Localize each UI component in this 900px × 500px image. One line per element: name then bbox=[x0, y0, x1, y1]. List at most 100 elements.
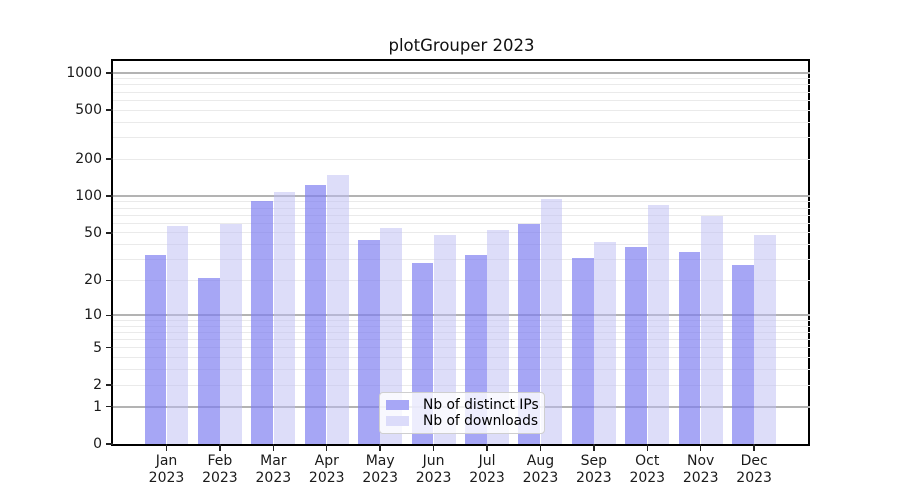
x-tick-nov bbox=[700, 444, 702, 451]
bar-ips-sep bbox=[571, 257, 594, 444]
x-label-year: 2023 bbox=[736, 470, 772, 486]
y-tick-label-2: 2 bbox=[93, 377, 102, 393]
x-label-month: Mar bbox=[260, 453, 287, 469]
major-gridline-1000 bbox=[113, 72, 810, 74]
bar-downloads-dec bbox=[754, 234, 777, 444]
x-label-year: 2023 bbox=[255, 470, 292, 486]
legend-item-distinct-ips: Nb of distinct IPs bbox=[386, 397, 539, 413]
bar-downloads-jan bbox=[166, 225, 189, 444]
y-tick-label-5: 5 bbox=[93, 339, 102, 356]
minor-gridline-7 bbox=[113, 331, 810, 333]
minor-gridline-3 bbox=[113, 369, 810, 371]
bar-downloads-oct bbox=[647, 204, 670, 444]
x-tick-label-feb: Feb 2023 bbox=[190, 453, 250, 487]
x-tick-dec bbox=[753, 444, 755, 451]
y-tick-label-1: 1 bbox=[93, 398, 102, 415]
minor-gridline-200 bbox=[113, 158, 810, 160]
x-label-year: 2023 bbox=[308, 470, 345, 486]
minor-gridline-5 bbox=[113, 347, 810, 349]
y-tick-1000 bbox=[106, 72, 113, 74]
y-tick-label-50: 50 bbox=[84, 224, 102, 241]
x-label-year: 2023 bbox=[148, 470, 185, 486]
bar-ips-oct bbox=[625, 247, 647, 444]
y-tick-20 bbox=[106, 279, 113, 282]
x-tick-mar bbox=[272, 444, 275, 451]
bar-downloads-jul bbox=[487, 229, 509, 444]
x-label-year: 2023 bbox=[202, 470, 238, 486]
minor-gridline-8 bbox=[113, 325, 810, 327]
minor-gridline-600 bbox=[113, 99, 810, 101]
minor-gridline-50 bbox=[113, 232, 810, 234]
minor-gridline-40 bbox=[113, 244, 810, 246]
x-tick-label-oct: Oct 2023 bbox=[617, 453, 677, 487]
x-label-year: 2023 bbox=[469, 470, 505, 486]
legend-label-distinct-ips: Nb of distinct IPs bbox=[423, 397, 539, 413]
axes-frame bbox=[111, 59, 810, 446]
x-label-year: 2023 bbox=[362, 470, 398, 486]
y-tick-100 bbox=[106, 195, 113, 197]
x-label-month: Oct bbox=[635, 453, 660, 469]
x-tick-label-aug: Aug 2023 bbox=[510, 453, 570, 487]
x-label-year: 2023 bbox=[682, 470, 719, 486]
y-tick-200 bbox=[106, 158, 113, 160]
x-tick-sep bbox=[593, 444, 595, 451]
minor-gridline-700 bbox=[113, 91, 810, 93]
y-tick-10 bbox=[106, 314, 113, 316]
x-label-month: Nov bbox=[687, 453, 715, 469]
x-label-year: 2023 bbox=[415, 470, 452, 486]
x-tick-jun bbox=[432, 444, 435, 451]
minor-gridline-4 bbox=[113, 357, 810, 359]
x-label-year: 2023 bbox=[629, 470, 666, 486]
y-tick-0 bbox=[106, 443, 113, 445]
x-tick-jan bbox=[165, 444, 168, 451]
y-tick-2 bbox=[106, 384, 113, 386]
minor-gridline-60 bbox=[113, 222, 810, 224]
x-tick-label-mar: Mar 2023 bbox=[243, 453, 303, 487]
bar-ips-may bbox=[358, 239, 380, 444]
plot-area bbox=[113, 61, 810, 444]
y-tick-label-20: 20 bbox=[84, 272, 102, 289]
bar-downloads-aug bbox=[540, 198, 563, 444]
x-label-month: Apr bbox=[314, 453, 339, 469]
minor-gridline-70 bbox=[113, 214, 810, 216]
minor-gridline-300 bbox=[113, 137, 810, 138]
y-tick-1 bbox=[106, 406, 113, 408]
minor-gridline-900 bbox=[113, 78, 810, 80]
bar-ips-jan bbox=[144, 254, 167, 444]
x-label-month: Jun bbox=[422, 453, 445, 469]
minor-gridline-400 bbox=[113, 121, 810, 123]
bar-downloads-may bbox=[380, 227, 403, 444]
x-tick-label-apr: Apr 2023 bbox=[297, 453, 357, 487]
x-label-month: Sep bbox=[580, 453, 608, 469]
x-label-year: 2023 bbox=[576, 470, 612, 486]
y-tick-500 bbox=[106, 109, 113, 111]
y-tick-label-500: 500 bbox=[75, 102, 102, 119]
bar-downloads-nov bbox=[701, 215, 723, 444]
bar-ips-mar bbox=[251, 201, 274, 444]
x-tick-label-sep: Sep 2023 bbox=[564, 453, 624, 487]
bar-ips-nov bbox=[678, 251, 701, 444]
minor-gridline-30 bbox=[113, 259, 810, 261]
y-tick-label-0: 0 bbox=[93, 436, 102, 452]
x-label-month: Feb bbox=[207, 453, 233, 469]
bar-ips-apr bbox=[304, 185, 327, 444]
legend: Nb of distinct IPs Nb of downloads bbox=[379, 392, 545, 434]
minor-gridline-80 bbox=[113, 207, 810, 209]
bar-ips-dec bbox=[732, 265, 754, 444]
major-gridline-10 bbox=[113, 314, 810, 317]
x-tick-jul bbox=[486, 444, 488, 451]
y-tick-50 bbox=[106, 232, 113, 234]
minor-gridline-800 bbox=[113, 84, 810, 86]
x-label-month: Aug bbox=[526, 453, 555, 469]
bar-downloads-apr bbox=[327, 174, 349, 444]
x-tick-label-may: May 2023 bbox=[350, 453, 410, 487]
x-label-month: Jan bbox=[155, 453, 178, 469]
x-label-month: May bbox=[365, 453, 395, 469]
y-tick-label-200: 200 bbox=[75, 151, 102, 168]
x-label-year: 2023 bbox=[522, 470, 559, 486]
bar-ips-feb bbox=[197, 277, 220, 444]
major-gridline-100 bbox=[113, 195, 810, 197]
x-tick-label-jun: Jun 2023 bbox=[404, 453, 464, 487]
minor-gridline-2 bbox=[113, 384, 810, 386]
